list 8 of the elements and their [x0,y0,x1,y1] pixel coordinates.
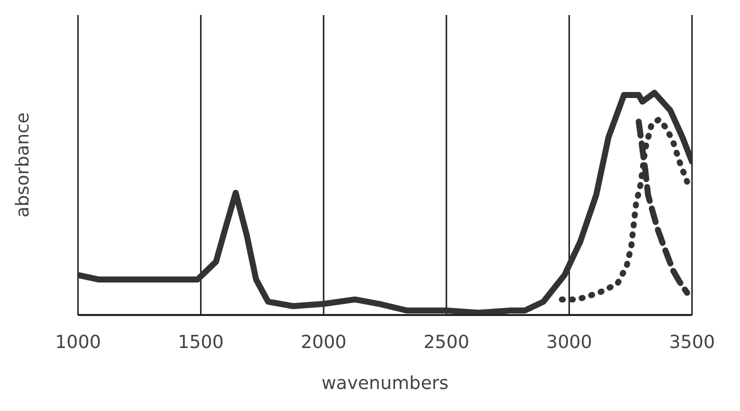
x-tick-label: 3500 [669,332,715,353]
x-tick-label: 2500 [423,332,470,353]
x-tick-label: 1000 [55,332,101,353]
x-tick-label: 1500 [178,332,224,353]
x-axis-title: wavenumbers [321,373,449,394]
x-tick-label: 2000 [300,332,347,353]
x-tick-label: 3000 [546,332,592,353]
y-axis-title: absorbance [12,112,34,218]
